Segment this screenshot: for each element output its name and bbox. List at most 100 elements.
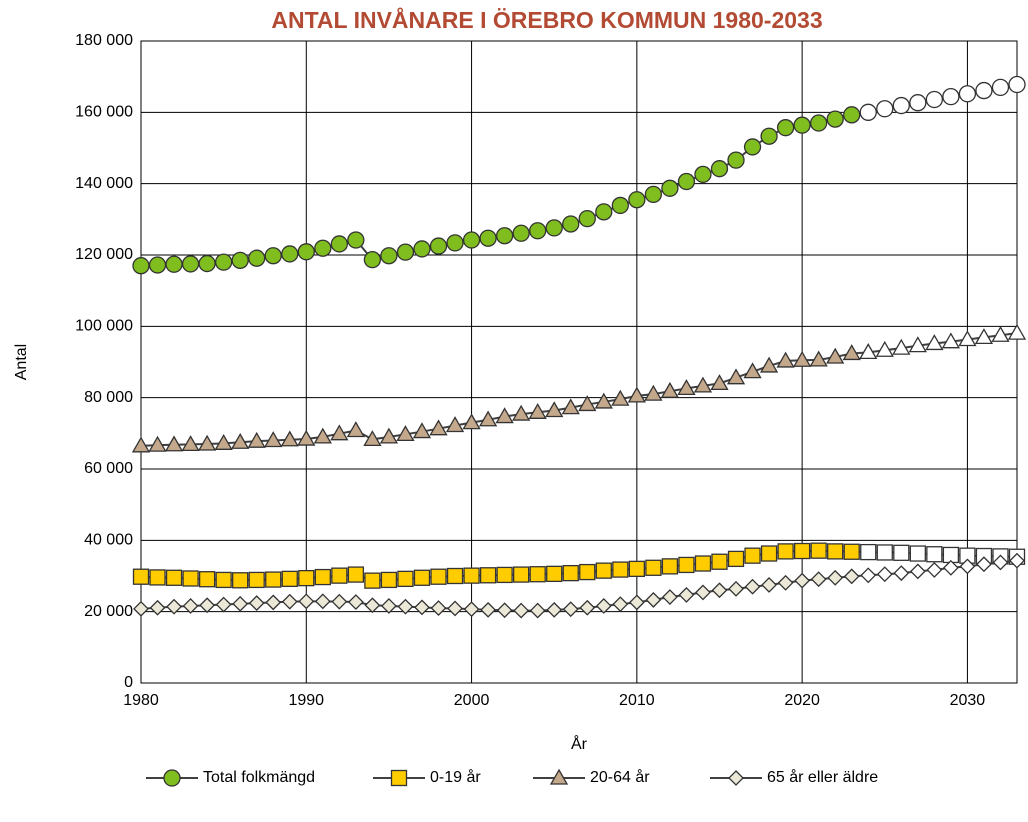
data-point [380,247,398,265]
data-point [893,565,910,582]
data-point [595,598,612,614]
data-point [199,597,216,614]
data-point [248,595,265,612]
legend-label: 20-64 år [590,768,650,786]
data-point [991,325,1010,342]
data-point [446,567,464,585]
data-point [876,566,893,583]
data-point [545,401,564,418]
data-point [992,554,1009,571]
data-point [892,338,911,355]
data-point [974,328,994,345]
data-point [777,543,794,560]
data-point [908,336,927,353]
data-point [612,596,629,613]
data-point [842,344,861,361]
x-tick-label: 2000 [454,692,490,709]
data-point [298,569,315,587]
data-point [496,602,513,619]
data-point [198,571,216,588]
data-point [495,227,514,245]
data-point [909,94,927,112]
data-point [595,203,613,221]
y-tick-label: 160 000 [75,104,133,121]
data-point [314,593,331,610]
data-point [463,567,480,584]
data-point [777,574,794,591]
data-point [860,543,877,561]
data-point [215,571,232,589]
data-point [827,569,844,586]
data-point [793,542,811,560]
data-point [661,558,679,575]
data-point [744,578,761,595]
data-point [247,431,266,448]
data-point [743,138,762,156]
data-point [776,119,795,137]
data-point [364,572,381,589]
data-point [231,432,250,449]
data-point [281,593,298,610]
data-point [710,374,729,391]
data-point [926,562,943,578]
legend-marker [728,770,744,786]
data-point [380,571,398,589]
data-point [165,569,183,586]
data-point [512,224,530,242]
x-tick-label: 1990 [288,692,324,709]
data-point [496,566,513,584]
legend-marker [163,769,181,787]
data-point [164,435,184,452]
data-point [959,558,976,575]
data-point [133,600,149,617]
data-point [975,81,993,100]
y-axis-label: Antal [13,344,30,380]
x-axis-label: År [571,734,588,753]
data-point [760,545,778,562]
data-point [412,422,432,439]
y-tick-label: 60 000 [84,460,133,477]
data-point [628,594,645,611]
data-point [479,567,497,584]
data-point [513,602,530,619]
data-point [231,251,249,270]
data-point [876,544,893,561]
data-point [313,427,332,444]
data-point [628,191,646,209]
data-point [744,547,761,564]
legend-marker [390,769,408,787]
data-point [429,237,448,255]
data-point [660,381,680,398]
data-point [677,379,696,396]
data-point [248,249,266,267]
data-point [843,568,860,585]
data-point [612,561,629,578]
data-point [776,351,795,368]
data-point [214,434,233,450]
data-point [447,600,463,617]
data-point [166,598,182,615]
legend-label: 65 år eller äldre [767,768,878,786]
data-point [711,553,728,570]
chart-title: ANTAL INVÅNARE I ÖREBRO KOMMUN 1980-2033 [271,6,822,33]
y-tick-label: 40 000 [84,532,133,549]
data-point [958,330,977,347]
data-point [430,568,447,585]
data-point [678,586,695,603]
data-point [594,392,613,409]
data-point [165,255,183,273]
data-point [379,427,399,444]
data-point [198,254,216,273]
data-point [942,559,959,576]
data-point [182,570,199,587]
data-point [793,350,812,367]
y-tick-label: 0 [124,674,133,691]
data-point [149,569,166,586]
data-point [727,550,745,568]
data-point [331,593,348,610]
data-point [793,116,811,134]
data-point [396,243,415,261]
data-point [645,559,662,576]
